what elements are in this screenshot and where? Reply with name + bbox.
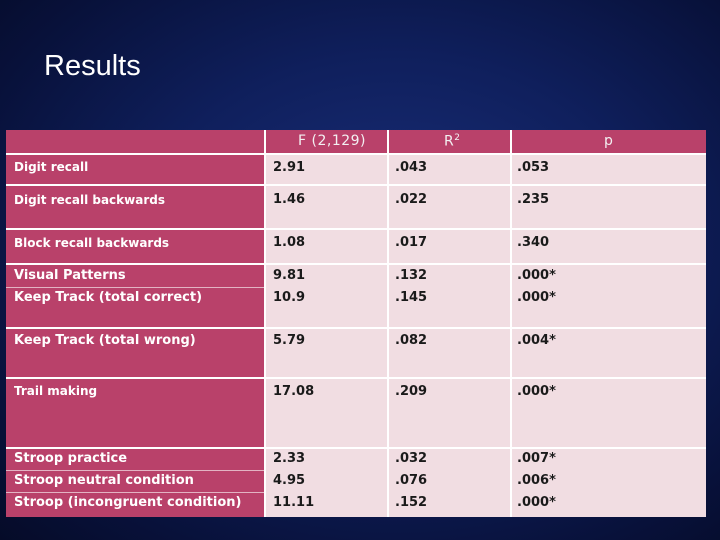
column-divider bbox=[387, 130, 389, 517]
cell-p: .235 bbox=[517, 192, 550, 207]
cell-f: 10.9 bbox=[273, 290, 306, 305]
results-table: F (2,129) R2 p Digit recall 2.91 .043 .0… bbox=[6, 130, 706, 517]
column-divider bbox=[510, 130, 512, 517]
row-label: Trail making bbox=[14, 384, 98, 398]
cell-r2: .032 bbox=[395, 451, 428, 466]
cell-f: 9.81 bbox=[273, 268, 306, 283]
cell-r2: .082 bbox=[395, 333, 428, 348]
cell-p: .340 bbox=[517, 235, 550, 250]
cell-r2: .076 bbox=[395, 473, 428, 488]
cell-r2: .043 bbox=[395, 160, 428, 175]
cell-f: 1.08 bbox=[273, 235, 306, 250]
cell-p: .000* bbox=[517, 495, 556, 510]
cell-f: 2.33 bbox=[273, 451, 306, 466]
table-row: Digit recall backwards 1.46 .022 .235 bbox=[6, 186, 706, 228]
cell-f: 2.91 bbox=[273, 160, 306, 175]
column-divider bbox=[264, 130, 266, 517]
table-row: Block recall backwards 1.08 .017 .340 bbox=[6, 230, 706, 263]
cell-p: .000* bbox=[517, 384, 556, 399]
header-p: p bbox=[604, 133, 614, 149]
row-divider bbox=[6, 184, 706, 186]
table-row: Visual Patterns Keep Track (total correc… bbox=[6, 265, 706, 327]
header-r2: R2 bbox=[444, 133, 461, 150]
cell-r2: .145 bbox=[395, 290, 428, 305]
table-row: Stroop practice Stroop neutral condition… bbox=[6, 449, 706, 517]
row-divider bbox=[6, 263, 706, 265]
cell-f: 11.11 bbox=[273, 495, 315, 510]
cell-p: .004* bbox=[517, 333, 556, 348]
cell-r2: .209 bbox=[395, 384, 428, 399]
row-label: Keep Track (total wrong) bbox=[14, 333, 196, 348]
table-header: F (2,129) R2 p bbox=[6, 130, 706, 153]
row-divider bbox=[6, 377, 706, 379]
cell-p: .000* bbox=[517, 268, 556, 283]
row-divider bbox=[6, 228, 706, 230]
row-label: Block recall backwards bbox=[14, 236, 170, 250]
row-label: Stroop neutral condition bbox=[14, 473, 194, 488]
cell-r2: .152 bbox=[395, 495, 428, 510]
row-label: Digit recall bbox=[14, 160, 89, 174]
table-row: Digit recall 2.91 .043 .053 bbox=[6, 153, 706, 184]
row-divider bbox=[6, 327, 706, 329]
cell-r2: .022 bbox=[395, 192, 428, 207]
cell-f: 1.46 bbox=[273, 192, 306, 207]
cell-p: .007* bbox=[517, 451, 556, 466]
cell-f: 4.95 bbox=[273, 473, 306, 488]
row-label: Stroop practice bbox=[14, 451, 128, 466]
row-label: Digit recall backwards bbox=[14, 193, 165, 207]
table-row: Keep Track (total wrong) 5.79 .082 .004* bbox=[6, 329, 706, 377]
row-label: Visual Patterns bbox=[14, 268, 126, 283]
cell-f: 5.79 bbox=[273, 333, 306, 348]
cell-r2: .017 bbox=[395, 235, 428, 250]
row-label: Stroop (incongruent condition) bbox=[14, 495, 242, 510]
row-divider bbox=[6, 447, 706, 449]
table-row: Trail making 17.08 .209 .000* bbox=[6, 379, 706, 447]
cell-p: .006* bbox=[517, 473, 556, 488]
cell-f: 17.08 bbox=[273, 384, 315, 399]
cell-p: .053 bbox=[517, 160, 550, 175]
slide-title: Results bbox=[44, 50, 141, 82]
header-f: F (2,129) bbox=[298, 133, 367, 149]
cell-p: .000* bbox=[517, 290, 556, 305]
row-divider bbox=[6, 153, 706, 155]
row-label: Keep Track (total correct) bbox=[14, 290, 203, 305]
cell-r2: .132 bbox=[395, 268, 428, 283]
